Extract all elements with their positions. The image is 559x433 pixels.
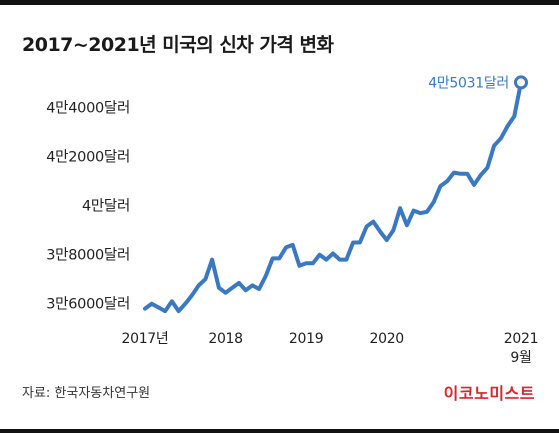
y-axis-labels: 3만6000달러 3만8000달러 4만달러 4만2000달러 4만4000달러	[46, 100, 130, 313]
x-tick-sublabel: 9월	[510, 350, 531, 366]
x-axis-labels: 2017년 2018 2019 2020 2021 9월	[121, 331, 538, 366]
top-rule	[0, 0, 559, 5]
x-tick-label: 2021	[504, 331, 538, 347]
end-point-marker	[514, 75, 528, 90]
y-tick-label: 3만8000달러	[46, 247, 130, 264]
brand-logo: 이코노미스트	[443, 384, 535, 403]
y-tick-label: 4만4000달러	[46, 100, 130, 117]
bottom-rule	[0, 429, 559, 433]
x-tick-label: 2017년	[121, 331, 168, 347]
x-tick-label: 2018	[208, 331, 242, 347]
series-line-new-car-price	[143, 80, 523, 314]
x-tick-label: 2019	[289, 331, 323, 347]
end-value-label: 4만5031달러	[428, 75, 509, 91]
y-tick-label: 3만6000달러	[46, 296, 130, 313]
y-tick-label: 4만2000달러	[46, 149, 130, 166]
source-note: 자료: 한국자동차연구원	[22, 386, 151, 401]
y-tick-label: 4만달러	[82, 198, 130, 215]
chart-title: 2017~2021년 미국의 신차 가격 변화	[22, 34, 334, 56]
x-tick-label: 2020	[369, 331, 403, 347]
